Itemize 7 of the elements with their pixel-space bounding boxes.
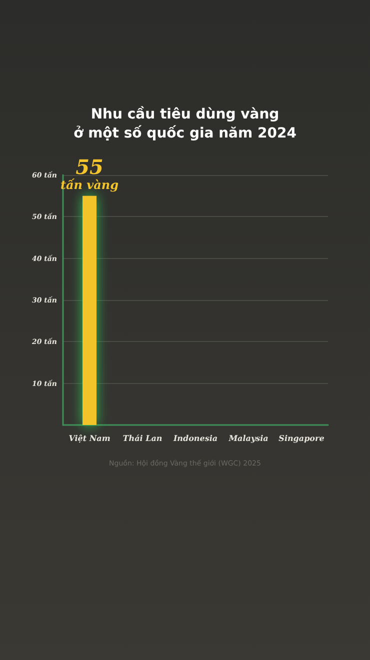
x-tick-label: Singapore bbox=[278, 433, 324, 443]
x-tick-label: Việt Nam bbox=[68, 433, 110, 443]
chart-title: Nhu cầu tiêu dùng vàng ở một số quốc gia năm 2024 bbox=[74, 106, 297, 142]
x-tick-label: Malaysia bbox=[228, 433, 268, 443]
data-label: 55 tấn vàng bbox=[60, 154, 119, 192]
x-tick-label: Indonesia bbox=[172, 433, 218, 443]
x-tick-label: Thái Lan bbox=[122, 433, 162, 443]
